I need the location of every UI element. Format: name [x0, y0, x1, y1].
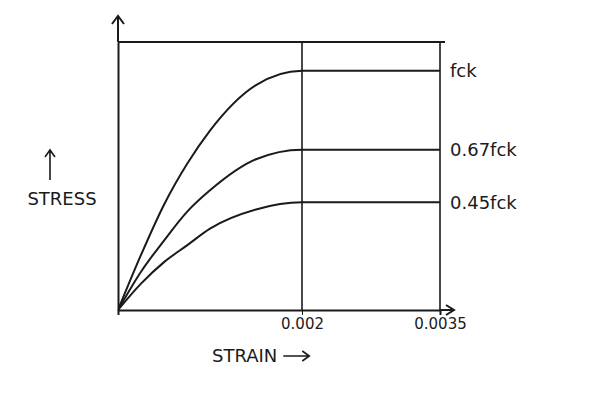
y-axis-line	[118, 43, 120, 311]
x-axis: 0.002 0.0035	[119, 310, 467, 333]
series-label: 0.67fck	[450, 139, 517, 160]
y-axis	[118, 43, 119, 311]
series-label: fck	[450, 60, 477, 81]
grid-line	[301, 42, 303, 310]
y-title-arrow	[45, 150, 55, 180]
lines	[118, 71, 440, 310]
series-line	[118, 202, 440, 310]
chart-svg: 0.002 0.0035 fck 0.67fck 0.45fck STRESS STRAIN	[0, 0, 596, 394]
y-axis-title: STRESS	[27, 188, 96, 209]
series-label: 0.45fck	[450, 192, 517, 213]
series-line	[118, 150, 440, 310]
x-tick: 0.0035	[414, 310, 467, 333]
frame-top	[118, 41, 445, 43]
x-title-arrow	[283, 351, 309, 361]
x-axis-line	[119, 311, 441, 316]
grid	[302, 42, 440, 310]
x-tick: 0.002	[281, 310, 324, 333]
x-tick-label: 0.002	[281, 315, 324, 333]
x-arrow	[440, 305, 454, 315]
grid-line	[439, 42, 441, 310]
series-labels: fck 0.67fck 0.45fck	[450, 60, 517, 213]
plot-area: 0.002 0.0035 fck 0.67fck 0.45fck	[112, 16, 517, 333]
x-tick-label: 0.0035	[414, 315, 467, 333]
y-arrow	[112, 16, 124, 42]
chart-container: 0.002 0.0035 fck 0.67fck 0.45fck STRESS STRAIN	[0, 0, 596, 394]
series-line	[118, 71, 440, 310]
x-axis-title: STRAIN	[212, 345, 277, 366]
